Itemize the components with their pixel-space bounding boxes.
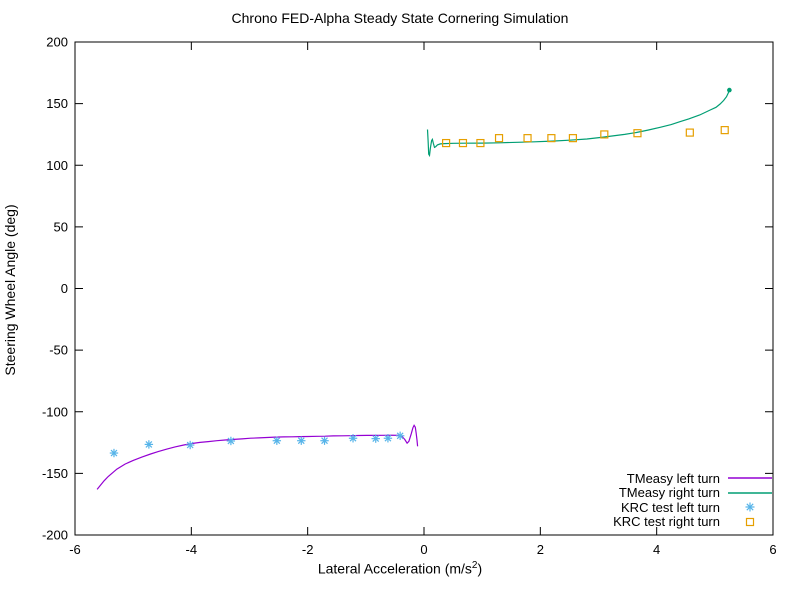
square-marker <box>547 134 556 143</box>
y-axis-title: Steering Wheel Angle (deg) <box>2 204 18 376</box>
y-tick-label: 0 <box>61 281 68 296</box>
square-marker <box>685 128 694 137</box>
asterisk-marker <box>371 434 380 443</box>
asterisk-marker <box>348 434 358 443</box>
legend-row-krc-left: KRC test left turn <box>613 500 772 515</box>
y-tick-label: -100 <box>42 404 68 419</box>
legend-row-tmeasy-right: TMeasy right turn <box>613 485 772 501</box>
asterisk-marker <box>226 436 236 446</box>
asterisk-marker <box>297 436 306 445</box>
asterisk-stroke <box>297 437 305 445</box>
square-marker <box>442 138 451 148</box>
asterisk-marker <box>109 448 119 458</box>
x-tick-label: -2 <box>302 542 314 557</box>
series-endpoint-dot <box>727 87 732 93</box>
asterisk-stroke <box>372 435 380 443</box>
square-marker <box>458 138 468 148</box>
asterisk-marker <box>383 434 393 443</box>
asterisk-stroke <box>384 434 392 442</box>
x-axis-title-suffix: ) <box>477 560 483 577</box>
y-tick-label: 50 <box>54 219 68 234</box>
y-tick-label: -150 <box>42 466 68 481</box>
x-tick-label: 0 <box>420 542 427 557</box>
square-marker <box>633 129 642 138</box>
square-marker <box>720 126 729 135</box>
legend-label-tmeasy-left: TMeasy left turn <box>626 470 720 486</box>
legend-line-sample-teal-icon <box>728 487 772 499</box>
square-marker <box>494 134 504 143</box>
series-line-tmeasy-right-turn <box>426 89 730 158</box>
y-tick-label: 100 <box>46 158 68 173</box>
x-tick-label: 2 <box>537 542 544 557</box>
x-tick-label: 6 <box>769 542 776 557</box>
plot-border <box>74 41 774 536</box>
chart-title: Chrono FED-Alpha Steady State Cornering … <box>231 10 569 26</box>
legend-asterisk-marker-icon <box>728 501 772 513</box>
asterisk-stroke <box>145 441 153 448</box>
asterisk-stroke <box>396 432 404 440</box>
legend-label-krc-right: KRC test right turn <box>613 514 720 530</box>
asterisk-marker <box>320 436 329 445</box>
legend-row-tmeasy-left: TMeasy left turn <box>613 471 772 486</box>
x-axis-title-sup: 2 <box>471 560 478 571</box>
asterisk-stroke <box>110 449 118 457</box>
y-tick-label: 200 <box>46 35 68 50</box>
asterisk-marker <box>144 440 154 449</box>
asterisk-marker <box>185 440 195 450</box>
x-axis-title: Lateral Acceleration (m/s2) <box>0 560 800 577</box>
legend: TMeasy left turn TMeasy right turn KRC t… <box>613 471 772 529</box>
series-line-tmeasy-left-turn <box>96 424 419 490</box>
square-marker <box>600 130 609 139</box>
x-tick-label: -6 <box>69 542 81 557</box>
square-marker <box>523 134 532 143</box>
y-tick-label: -50 <box>49 343 68 358</box>
x-axis-title-text: Lateral Acceleration (m/s <box>317 560 472 577</box>
legend-line-sample-purple-icon <box>728 472 772 484</box>
asterisk-stroke <box>186 441 194 449</box>
legend-label-tmeasy-right: TMeasy right turn <box>618 485 720 501</box>
asterisk-stroke <box>227 437 235 445</box>
legend-square-marker-icon <box>728 516 772 528</box>
square-marker <box>568 134 578 143</box>
square-marker <box>476 138 485 148</box>
asterisk-marker <box>272 436 282 445</box>
asterisk-stroke <box>321 437 328 445</box>
legend-row-krc-right: KRC test right turn <box>613 514 772 530</box>
asterisk-stroke <box>273 437 281 445</box>
x-tick-label: -4 <box>186 542 198 557</box>
asterisk-stroke <box>349 434 357 442</box>
asterisk-marker <box>395 431 405 440</box>
y-tick-label: -200 <box>42 528 68 543</box>
x-tick-label: 4 <box>653 542 660 557</box>
y-tick-label: 150 <box>46 96 68 111</box>
legend-label-krc-left: KRC test left turn <box>621 499 720 515</box>
